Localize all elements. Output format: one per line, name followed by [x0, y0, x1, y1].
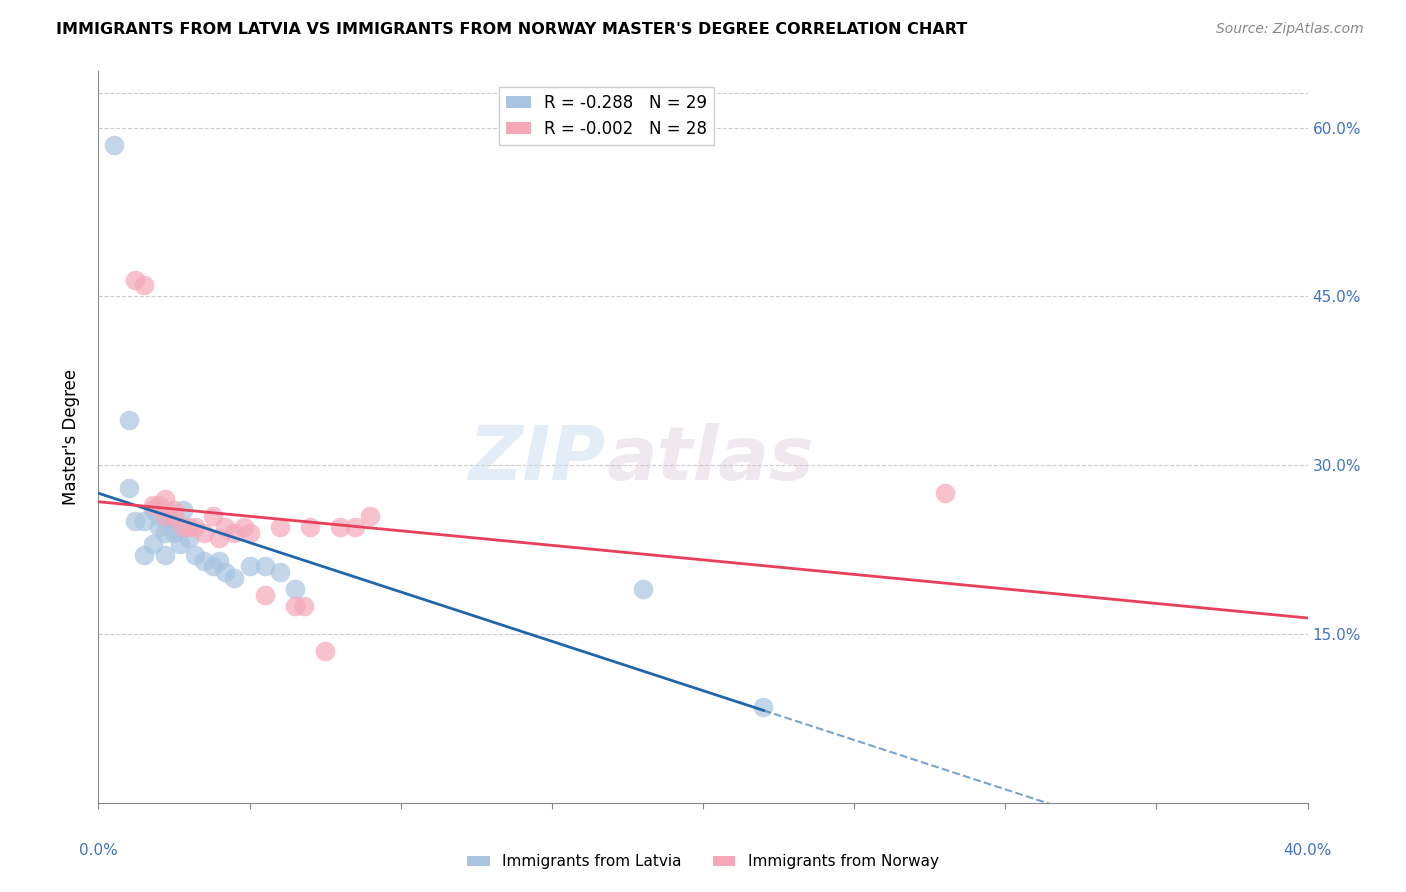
- Point: [253, 588, 276, 602]
- Point: [163, 520, 186, 534]
- Point: [329, 520, 352, 534]
- Point: [208, 532, 231, 546]
- Point: [163, 525, 186, 540]
- Point: [124, 515, 146, 529]
- Point: [179, 520, 201, 534]
- Point: [202, 559, 225, 574]
- Point: [148, 520, 170, 534]
- Point: [253, 559, 276, 574]
- Point: [214, 565, 236, 579]
- Point: [208, 554, 231, 568]
- Point: [163, 508, 186, 523]
- Point: [124, 272, 146, 286]
- Point: [142, 498, 165, 512]
- Point: [153, 508, 176, 523]
- Point: [153, 491, 176, 506]
- Point: [132, 515, 155, 529]
- Legend: Immigrants from Latvia, Immigrants from Norway: Immigrants from Latvia, Immigrants from …: [461, 848, 945, 875]
- Point: [193, 525, 215, 540]
- Point: [142, 537, 165, 551]
- Y-axis label: Master's Degree: Master's Degree: [62, 369, 80, 505]
- Point: [224, 525, 246, 540]
- Point: [153, 548, 176, 562]
- Point: [631, 582, 654, 596]
- Point: [103, 137, 125, 152]
- Point: [314, 644, 336, 658]
- Point: [284, 599, 307, 613]
- Text: Source: ZipAtlas.com: Source: ZipAtlas.com: [1216, 22, 1364, 37]
- Point: [202, 508, 225, 523]
- Point: [118, 481, 141, 495]
- Point: [360, 508, 382, 523]
- Point: [344, 520, 367, 534]
- Point: [172, 503, 194, 517]
- Point: [752, 700, 775, 714]
- Text: 40.0%: 40.0%: [1284, 843, 1331, 858]
- Point: [132, 278, 155, 293]
- Point: [163, 503, 186, 517]
- Text: 0.0%: 0.0%: [79, 843, 118, 858]
- Point: [148, 498, 170, 512]
- Point: [184, 520, 207, 534]
- Point: [299, 520, 322, 534]
- Point: [132, 548, 155, 562]
- Point: [179, 532, 201, 546]
- Point: [193, 554, 215, 568]
- Text: atlas: atlas: [606, 423, 814, 496]
- Point: [232, 520, 254, 534]
- Point: [934, 486, 956, 500]
- Point: [118, 413, 141, 427]
- Point: [239, 559, 262, 574]
- Point: [153, 525, 176, 540]
- Point: [239, 525, 262, 540]
- Point: [172, 520, 194, 534]
- Point: [269, 565, 291, 579]
- Legend: R = -0.288   N = 29, R = -0.002   N = 28: R = -0.288 N = 29, R = -0.002 N = 28: [499, 87, 714, 145]
- Text: ZIP: ZIP: [470, 423, 606, 496]
- Point: [169, 537, 191, 551]
- Point: [292, 599, 315, 613]
- Point: [148, 508, 170, 523]
- Point: [269, 520, 291, 534]
- Point: [214, 520, 236, 534]
- Text: IMMIGRANTS FROM LATVIA VS IMMIGRANTS FROM NORWAY MASTER'S DEGREE CORRELATION CHA: IMMIGRANTS FROM LATVIA VS IMMIGRANTS FRO…: [56, 22, 967, 37]
- Point: [284, 582, 307, 596]
- Point: [224, 571, 246, 585]
- Point: [184, 548, 207, 562]
- Point: [142, 503, 165, 517]
